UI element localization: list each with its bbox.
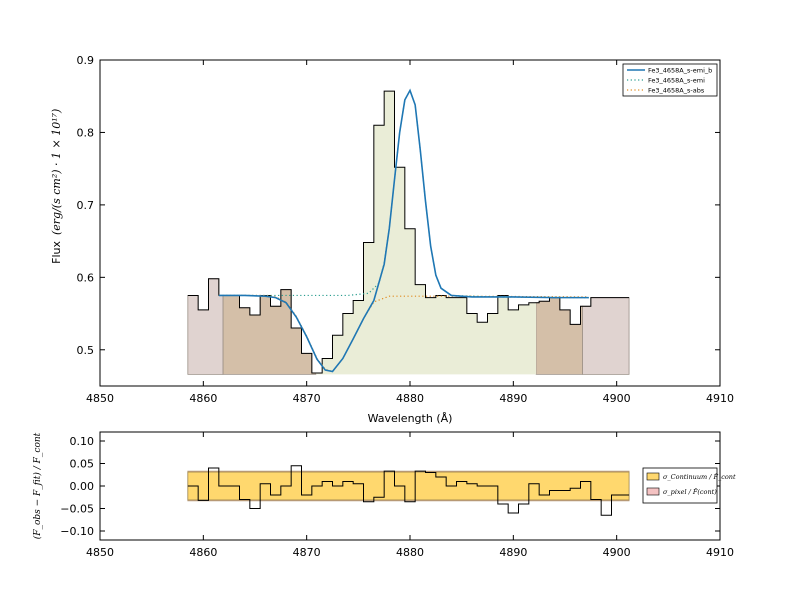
legend-label-1: Fe3_4658A_s-emi <box>648 77 705 85</box>
top-x-axis-label: Wavelength (Å) <box>368 412 453 425</box>
continuum-region-1 <box>222 289 317 375</box>
bottom-y-axis-label-text: (F_obs − F_fit) / F_cont <box>32 432 43 539</box>
bottom-legend-swatch-0 <box>646 472 660 481</box>
top-x-axis: 4850 4860 4870 4880 4890 4900 4910 <box>86 60 734 405</box>
bottom-x-tick-label: 4860 <box>189 546 217 559</box>
bottom-x-axis: 4850 4860 4870 4880 4890 4900 4910 <box>86 432 734 559</box>
bottom-x-tick-label: 4880 <box>396 546 424 559</box>
legend-label-2: Fe3_4658A_s-abs <box>648 87 705 95</box>
bottom-x-tick-label: 4900 <box>603 546 631 559</box>
emission-region-fill <box>315 91 537 375</box>
top-x-tick-label: 4910 <box>706 392 734 405</box>
top-x-tick-label: 4860 <box>189 392 217 405</box>
residual-spectrum <box>187 465 630 516</box>
bottom-y-tick-label: −0.10 <box>60 525 94 538</box>
bottom-x-tick-label: 4870 <box>293 546 321 559</box>
top-y-tick-label: 0.9 <box>77 54 95 67</box>
continuum-error-band <box>187 471 630 501</box>
continuum-region-3 <box>535 297 583 375</box>
residual-error-band <box>187 470 630 502</box>
top-y-tick-label: 0.5 <box>77 344 95 357</box>
top-y-axis-label-unit: (erg/(s cm²) · 1 × 10¹⁷) <box>50 109 63 235</box>
series-fe3-4658a-s-emi-b <box>218 88 589 373</box>
top-y-axis-label-text: Flux <box>50 241 63 264</box>
bottom-legend-swatch-1 <box>646 487 660 496</box>
continuum-region-4 <box>582 297 630 375</box>
legend-label-0: Fe3_4658A_s-emi_b <box>648 67 712 75</box>
bottom-y-axis: 0.10 0.05 0.00 −0.05 −0.10 <box>60 435 720 538</box>
top-x-tick-label: 4880 <box>396 392 424 405</box>
top-y-tick-label: 0.8 <box>77 126 95 139</box>
top-x-tick-label: 4900 <box>603 392 631 405</box>
top-y-tick-label: 0.6 <box>77 271 95 284</box>
bottom-legend-label-1: σ_pixel / F̄(cont) <box>663 487 717 496</box>
bottom-x-tick-label: 4850 <box>86 546 114 559</box>
bottom-y-tick-label: 0.10 <box>70 435 95 448</box>
fit-series <box>218 88 589 373</box>
continuum-region-0 <box>187 278 224 375</box>
top-legend: Fe3_4658A_s-emi_b Fe3_4658A_s-emi Fe3_4658… <box>622 63 718 97</box>
top-x-tick-label: 4890 <box>499 392 527 405</box>
bottom-y-tick-label: 0.05 <box>70 458 95 471</box>
top-x-tick-label: 4870 <box>293 392 321 405</box>
bottom-y-axis-label: (F_obs − F_fit) / F_cont <box>32 432 43 539</box>
bottom-legend: σ_Continuum / F̄_cont σ_pixel / F̄(cont) <box>642 467 736 504</box>
bottom-x-tick-label: 4910 <box>706 546 734 559</box>
continuum-regions <box>187 91 630 375</box>
top-y-tick-label: 0.7 <box>77 199 95 212</box>
bottom-y-tick-label: −0.05 <box>60 503 94 516</box>
bottom-y-tick-label: 0.00 <box>70 480 95 493</box>
bottom-x-tick-label: 4890 <box>499 546 527 559</box>
bottom-legend-label-0: σ_Continuum / F̄_cont <box>663 472 736 481</box>
top-y-axis-label: Flux (erg/(s cm²) · 1 × 10¹⁷) <box>50 109 63 264</box>
residual-step-line <box>187 465 630 516</box>
top-x-tick-label: 4850 <box>86 392 114 405</box>
top-y-axis: 0.5 0.6 0.7 0.8 0.9 <box>77 54 720 357</box>
